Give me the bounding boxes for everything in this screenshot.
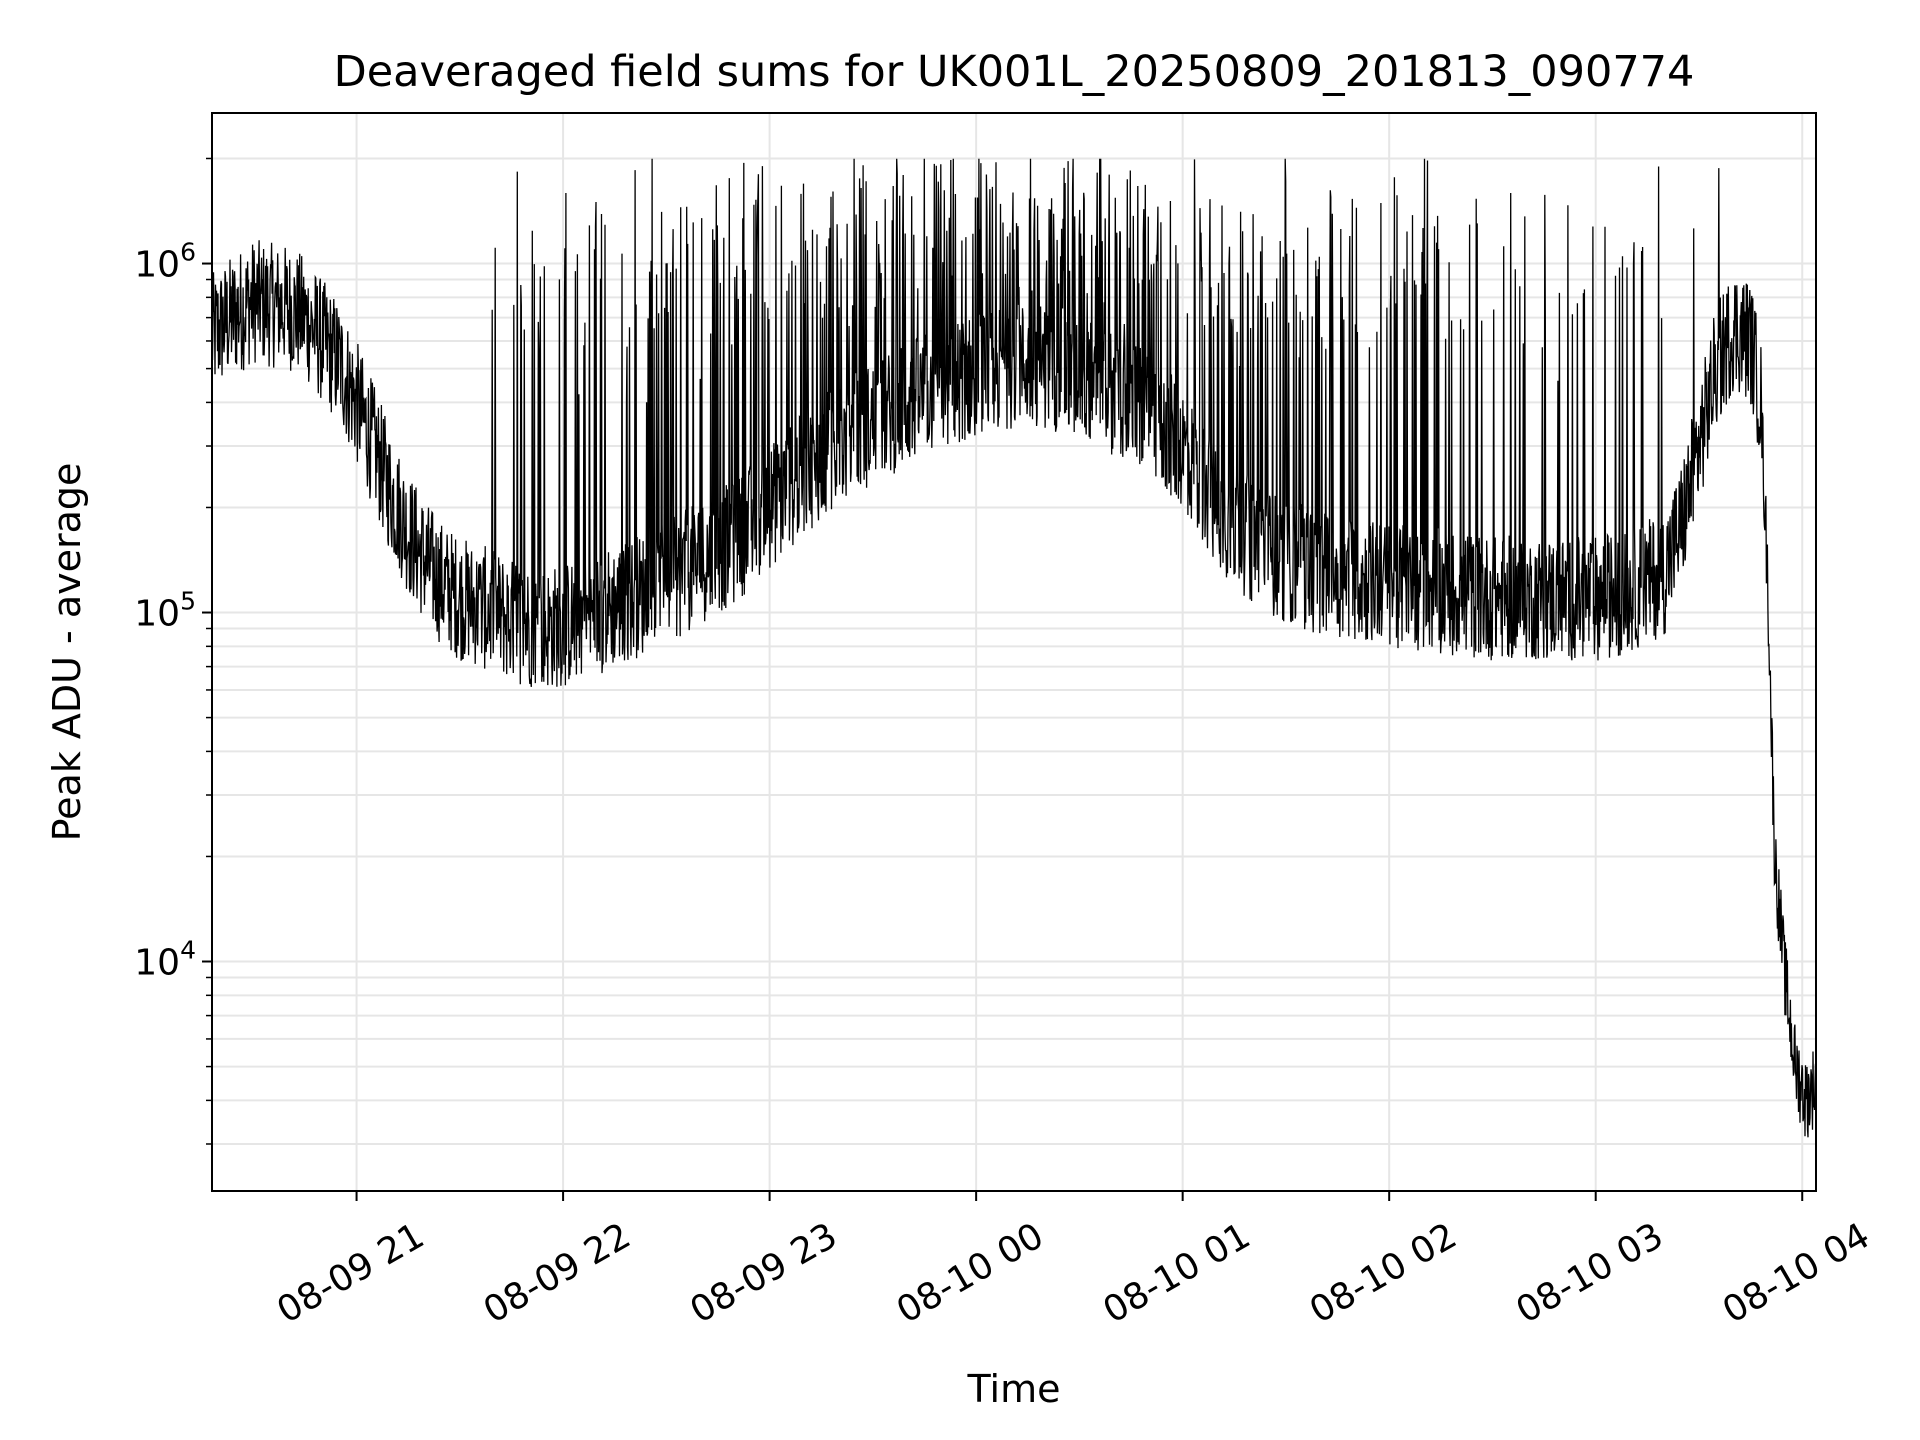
y-tick-label: 106 [134,238,196,286]
x-tick-label: 08-10 04 [1716,1215,1877,1331]
chart-title: Deaveraged field sums for UK001L_2025080… [334,47,1695,97]
x-axis-label: Time [967,1367,1061,1411]
y-axis: 104 105 106 [134,157,212,1145]
x-tick-label: 08-09 23 [683,1215,844,1331]
data-line [211,158,1817,1138]
x-tick-label: 08-09 22 [477,1215,638,1331]
x-tick-label: 08-10 00 [890,1215,1051,1331]
x-axis: 08-09 21 08-09 22 08-09 23 08-10 00 08-10 01… [270,1191,1877,1332]
x-tick-label: 08-10 02 [1303,1215,1464,1331]
x-tick-label: 08-10 03 [1510,1215,1671,1331]
y-tick-label: 105 [134,587,196,635]
x-tick-label: 08-09 21 [270,1215,431,1331]
x-tick-label: 08-10 01 [1096,1215,1257,1331]
y-axis-label: Peak ADU - average [45,463,89,842]
y-tick-label: 104 [134,936,196,984]
plot-frame [211,112,1817,1192]
